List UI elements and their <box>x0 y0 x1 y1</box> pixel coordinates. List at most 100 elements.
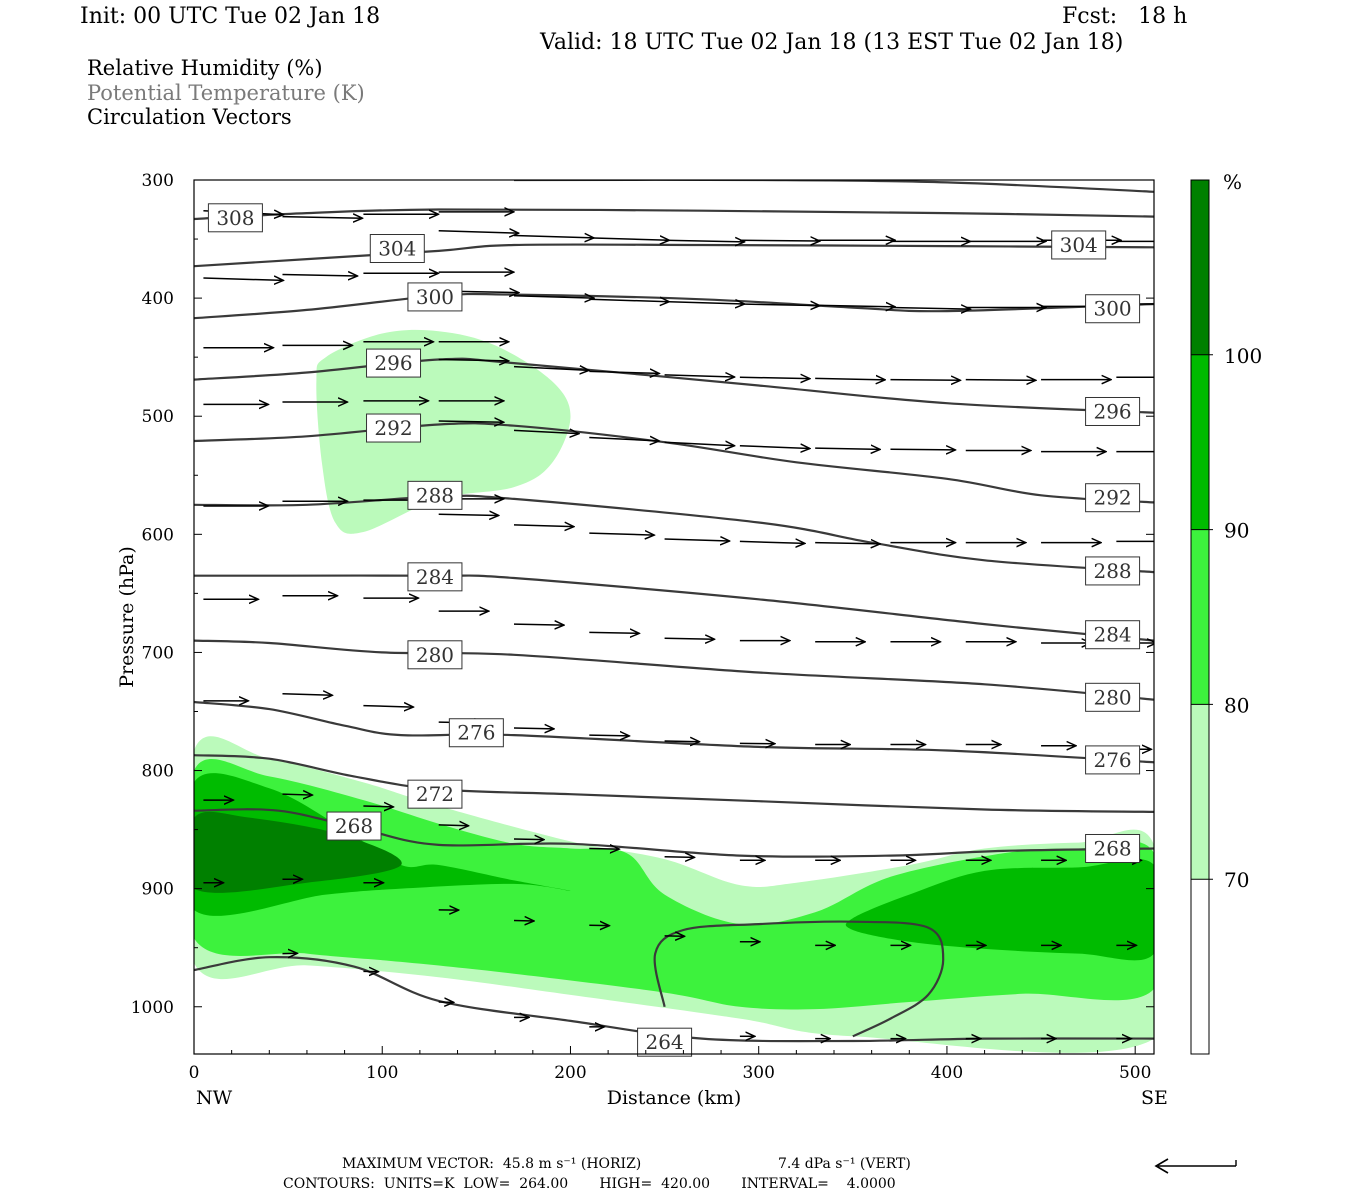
init-time: Init: 00 UTC Tue 02 Jan 18 <box>80 4 381 29</box>
contour-label: 264 <box>645 1030 683 1054</box>
axes: 300 400 500 600 700 800 900 1000 0 100 200 300 400 50… <box>131 171 1154 1083</box>
x-tick-label: 500 <box>1119 1063 1151 1083</box>
contour-label-box <box>1085 620 1141 650</box>
vector-arrow <box>589 533 654 535</box>
contour-label: 288 <box>416 483 454 507</box>
y-tick-label: 700 <box>142 643 174 663</box>
vector-arrow <box>282 794 312 795</box>
y-tick-label: 800 <box>142 762 174 782</box>
y-tick-label: 1000 <box>131 998 174 1018</box>
contour-label: 280 <box>1093 685 1131 709</box>
vector-arrow <box>438 421 504 422</box>
contour-label-box <box>1085 556 1141 586</box>
contour-label: 300 <box>1093 297 1131 321</box>
x-right-endpoint-label: SE <box>1141 1087 1168 1109</box>
vector-arrow <box>513 430 579 433</box>
y-tick-label: 500 <box>142 407 174 427</box>
contour-label-box <box>1085 483 1141 513</box>
contour-label-box <box>1085 294 1141 324</box>
contour-label-box <box>1085 682 1141 712</box>
theta-line <box>194 208 1154 221</box>
x-tick-label: 200 <box>554 1063 586 1083</box>
contour-label: 300 <box>416 285 454 309</box>
vector-arrow <box>438 360 509 361</box>
vector-arrow <box>664 638 715 639</box>
forecast-hour: Fcst: 18 h <box>1062 4 1188 29</box>
contour-label: 284 <box>416 565 454 589</box>
x-axis-label: Distance (km) <box>607 1087 742 1109</box>
colorbar-segment <box>1191 529 1209 705</box>
vector-arrow <box>739 304 820 306</box>
theta-line <box>194 243 1154 268</box>
vector-arrow <box>589 371 659 373</box>
colorbar-segment <box>1191 354 1209 530</box>
theta-line <box>194 292 1154 320</box>
contour-label: 284 <box>1093 623 1131 647</box>
vector-arrow <box>664 539 730 541</box>
vector-arrow <box>815 378 885 379</box>
contour-label: 268 <box>335 814 373 838</box>
colorbar-level-label: 100 <box>1224 344 1262 368</box>
vector-arrow <box>589 299 669 301</box>
vector-arrow <box>438 825 469 826</box>
humidity-shading <box>194 329 1154 1053</box>
contour-label: 276 <box>457 721 495 745</box>
vector-arrow <box>664 240 745 242</box>
theta-line <box>194 357 1154 414</box>
colorbar-level-label: 80 <box>1224 693 1249 717</box>
vector-arrow <box>513 236 594 238</box>
contour-label: 276 <box>1093 748 1131 772</box>
contour-label: 296 <box>1093 399 1131 423</box>
contour-label-box <box>1051 230 1107 260</box>
contour-label: 268 <box>1093 836 1131 860</box>
max-vector-vertical: 7.4 dPa s⁻¹ (VERT) <box>778 1156 911 1172</box>
y-tick-label: 300 <box>142 171 174 191</box>
contour-label: 304 <box>378 237 416 261</box>
max-vector-key <box>1154 1158 1237 1174</box>
contour-label-box <box>407 480 463 510</box>
legend-potential-temperature: Potential Temperature (K) <box>87 81 365 105</box>
vector-arrow <box>282 694 332 696</box>
vector-arrow <box>664 857 695 858</box>
vector-arrow <box>589 735 629 736</box>
colorbar-segment <box>1191 704 1209 880</box>
vector-arrow <box>203 278 283 280</box>
theta-line <box>194 700 1154 764</box>
vector-arrow <box>513 624 564 625</box>
vector-arrow <box>664 375 735 377</box>
colorbar: % 100 90 80 70 <box>1190 170 1262 1055</box>
vector-arrow <box>589 437 659 441</box>
contour-label: 296 <box>374 351 412 375</box>
theta-line <box>194 754 1154 813</box>
contour-label-box <box>407 779 463 809</box>
contour-label-box <box>1085 396 1141 426</box>
vector-arrow <box>815 543 880 544</box>
contour-label: 292 <box>1093 486 1131 510</box>
contour-label-box <box>366 413 422 443</box>
vector-arrow <box>664 442 735 446</box>
vector-arrow <box>282 274 357 276</box>
contour-label-box <box>1085 833 1141 863</box>
vector-arrow <box>815 448 880 449</box>
vector-arrow <box>664 741 700 742</box>
theta-line <box>514 180 1154 193</box>
contour-label-box <box>1085 745 1141 775</box>
colorbar-segment <box>1191 879 1209 1054</box>
contour-label-box <box>637 1027 693 1057</box>
x-tick-label: 100 <box>366 1063 398 1083</box>
contour-label-box <box>448 718 504 748</box>
vector-arrow <box>589 848 619 849</box>
legend-circulation-vectors: Circulation Vectors <box>87 105 292 129</box>
vector-arrow <box>513 367 589 371</box>
contour-label-box <box>407 640 463 670</box>
colorbar-level-label: 90 <box>1224 519 1249 543</box>
vector-arrow <box>890 308 970 310</box>
valid-time: Valid: 18 UTC Tue 02 Jan 18 (13 EST Tue … <box>540 30 1124 55</box>
vector-arrow <box>438 514 499 515</box>
colorbar-level-label: 70 <box>1224 868 1249 892</box>
contour-label: 288 <box>1093 559 1131 583</box>
vector-arrow <box>815 305 895 307</box>
y-axis-label: Pressure (hPa) <box>116 546 138 688</box>
x-tick-label: 0 <box>189 1063 200 1083</box>
